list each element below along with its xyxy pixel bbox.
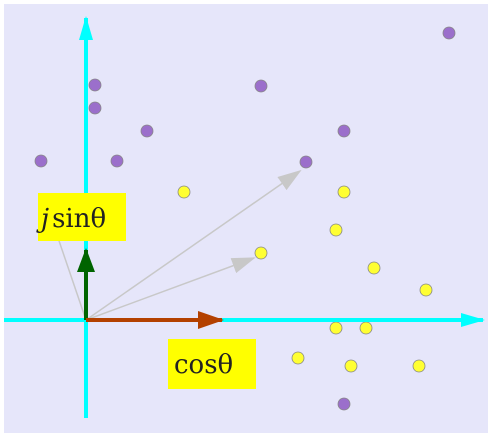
sin-label-box xyxy=(38,193,126,241)
yellow-point-4 xyxy=(254,246,268,260)
yellow-point-1 xyxy=(177,185,191,199)
yellow-point-7 xyxy=(329,321,343,335)
purple-point-7 xyxy=(337,124,351,138)
yellow-point-5 xyxy=(367,261,381,275)
purple-vector-arrow xyxy=(85,169,302,321)
purple-point-8 xyxy=(299,155,313,169)
yellow-point-3 xyxy=(329,223,343,237)
cos-label-box xyxy=(168,339,256,389)
sin-label: j sinθ xyxy=(36,204,106,234)
yellow-point-9 xyxy=(291,351,305,365)
purple-point-1 xyxy=(88,78,102,92)
yellow-point-8 xyxy=(359,321,373,335)
purple-point-9 xyxy=(442,26,456,40)
yellow-vector-arrow xyxy=(85,257,256,321)
purple-point-6 xyxy=(254,79,268,93)
sin-label-text: sinθ xyxy=(52,204,106,234)
purple-points xyxy=(34,26,456,411)
purple-point-3 xyxy=(140,124,154,138)
yellow-point-10 xyxy=(344,359,358,373)
purple-point-4 xyxy=(34,154,48,168)
purple-point-10 xyxy=(337,397,351,411)
cos-label: cosθ xyxy=(174,350,233,380)
yellow-points xyxy=(177,185,433,373)
yellow-point-11 xyxy=(412,359,426,373)
purple-point-5 xyxy=(110,154,124,168)
sin-guide-line xyxy=(55,231,87,321)
purple-point-2 xyxy=(88,101,102,115)
yellow-point-6 xyxy=(419,283,433,297)
yellow-point-2 xyxy=(337,185,351,199)
